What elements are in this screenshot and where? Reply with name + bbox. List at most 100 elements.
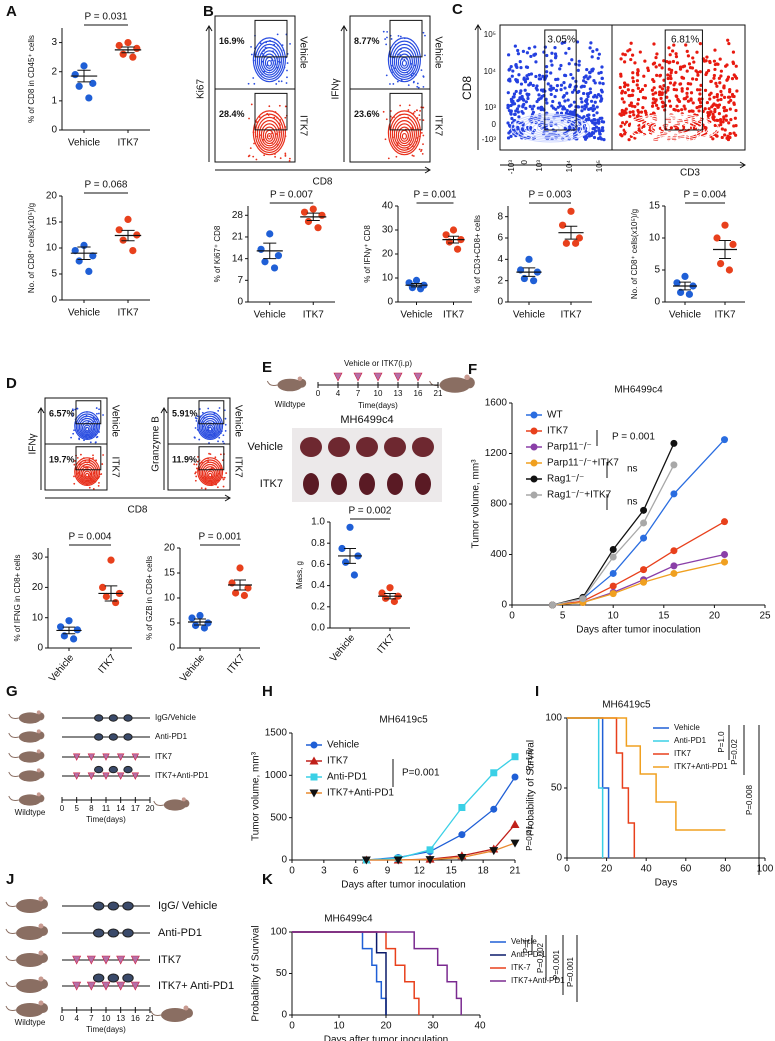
event-dot: [253, 142, 255, 145]
mouse-body: [18, 751, 42, 763]
event-dot: [280, 80, 283, 83]
event-dot: [669, 126, 673, 130]
treatment-icon: [101, 955, 111, 965]
legend-label: Rag1⁻/⁻+ITK7: [547, 490, 612, 501]
event-dot: [285, 82, 288, 84]
data-point: [99, 583, 107, 591]
contour: [83, 424, 91, 433]
event-dot: [193, 463, 196, 466]
contour: [77, 415, 98, 438]
event-dot: [506, 103, 510, 107]
event-dot: [727, 41, 731, 46]
y-tick-label: 0.6: [311, 559, 325, 570]
event-dot: [714, 81, 718, 85]
arm-label: ITK7: [155, 752, 172, 761]
marker: [510, 839, 520, 848]
event-dot: [385, 118, 388, 121]
arm-label: Anti-PD1: [158, 927, 202, 939]
event-dot: [537, 93, 541, 97]
event-dot: [600, 76, 604, 80]
event-dot: [195, 463, 198, 466]
gate-percentage: 6.57%: [49, 408, 75, 418]
event-dot: [422, 119, 425, 122]
y-tick-label: 20: [46, 191, 58, 202]
contour: [395, 50, 413, 74]
event-dot: [539, 88, 544, 92]
x-tick-label: 21: [509, 866, 521, 877]
event-dot: [247, 82, 250, 85]
event-dot: [537, 77, 541, 81]
mouse-tail: [266, 380, 278, 386]
event-dot: [531, 83, 535, 88]
event-dot: [249, 147, 252, 150]
event-dot: [584, 80, 588, 84]
arm-label: IgG/ Vehicle: [158, 900, 217, 912]
y-tick-label: 100: [545, 713, 562, 724]
time-label: Time(days): [86, 815, 126, 824]
y-axis-label: Probability of Survival: [251, 925, 262, 1021]
treatment-icon: [353, 372, 363, 382]
gate: [664, 29, 703, 131]
timeline-label: 8: [89, 804, 94, 813]
p-value: P = 0.068: [85, 180, 128, 191]
timeline-label: 21: [146, 1014, 155, 1023]
event-dot: [511, 69, 515, 73]
marker: [530, 427, 538, 435]
axis-arrow: [474, 24, 482, 150]
y-tick-label: 20: [164, 543, 176, 554]
arm-label: Anti-PD1: [155, 732, 188, 741]
series-line: [366, 776, 516, 861]
event-dot: [561, 107, 565, 111]
event-dot: [537, 73, 542, 77]
event-dot: [643, 59, 647, 63]
treatment-icon: [130, 955, 140, 965]
y-tick-label: 0: [501, 600, 507, 611]
event-dot: [96, 412, 98, 415]
event-dot: [224, 423, 227, 426]
event-dot: [529, 125, 533, 130]
treatment-icon: [87, 753, 96, 761]
event-dot: [639, 110, 644, 114]
event-dot: [590, 69, 594, 73]
contour: [510, 113, 591, 143]
series-line: [292, 931, 387, 1015]
x-tick-label: 10: [608, 611, 620, 622]
event-dot: [512, 92, 517, 96]
tumor: [300, 437, 322, 457]
mouse-body: [18, 712, 42, 724]
data-point: [65, 617, 73, 625]
event-dot: [589, 41, 593, 45]
event-dot: [194, 479, 197, 482]
event-dot: [562, 81, 566, 85]
y-tick-label: 0: [654, 297, 660, 308]
y-tick-label: 0: [169, 643, 175, 654]
y-axis-label: % of IFNγ⁺ CD8: [363, 225, 372, 283]
event-dot: [519, 66, 523, 70]
event-dot: [198, 438, 201, 441]
data-point: [129, 247, 137, 255]
event-dot: [704, 59, 708, 63]
event-dot: [629, 101, 633, 105]
data-point: [119, 50, 127, 58]
event-dot: [411, 154, 414, 157]
error-bar: [522, 267, 536, 277]
contour: [197, 457, 224, 487]
gate-percentage: 8.77%: [354, 36, 380, 46]
event-dot: [408, 104, 411, 107]
x-tick-label: 0: [289, 1021, 295, 1032]
y-tick-label: 15: [46, 217, 58, 228]
event-dot: [631, 79, 636, 84]
gate-percentage: 6.81%: [671, 35, 699, 46]
event-dot: [534, 60, 538, 64]
event-dot: [599, 99, 603, 103]
event-dot: [658, 74, 662, 78]
event-dot: [641, 96, 646, 100]
event-dot: [222, 485, 225, 488]
flow-tick-label: -10³: [507, 160, 516, 175]
p-value: P = 0.002: [349, 506, 392, 517]
y-tick-label: 800: [490, 499, 507, 510]
event-dot: [666, 88, 670, 92]
event-dot: [596, 119, 601, 123]
event-dot: [592, 135, 597, 140]
event-dot: [713, 48, 717, 52]
